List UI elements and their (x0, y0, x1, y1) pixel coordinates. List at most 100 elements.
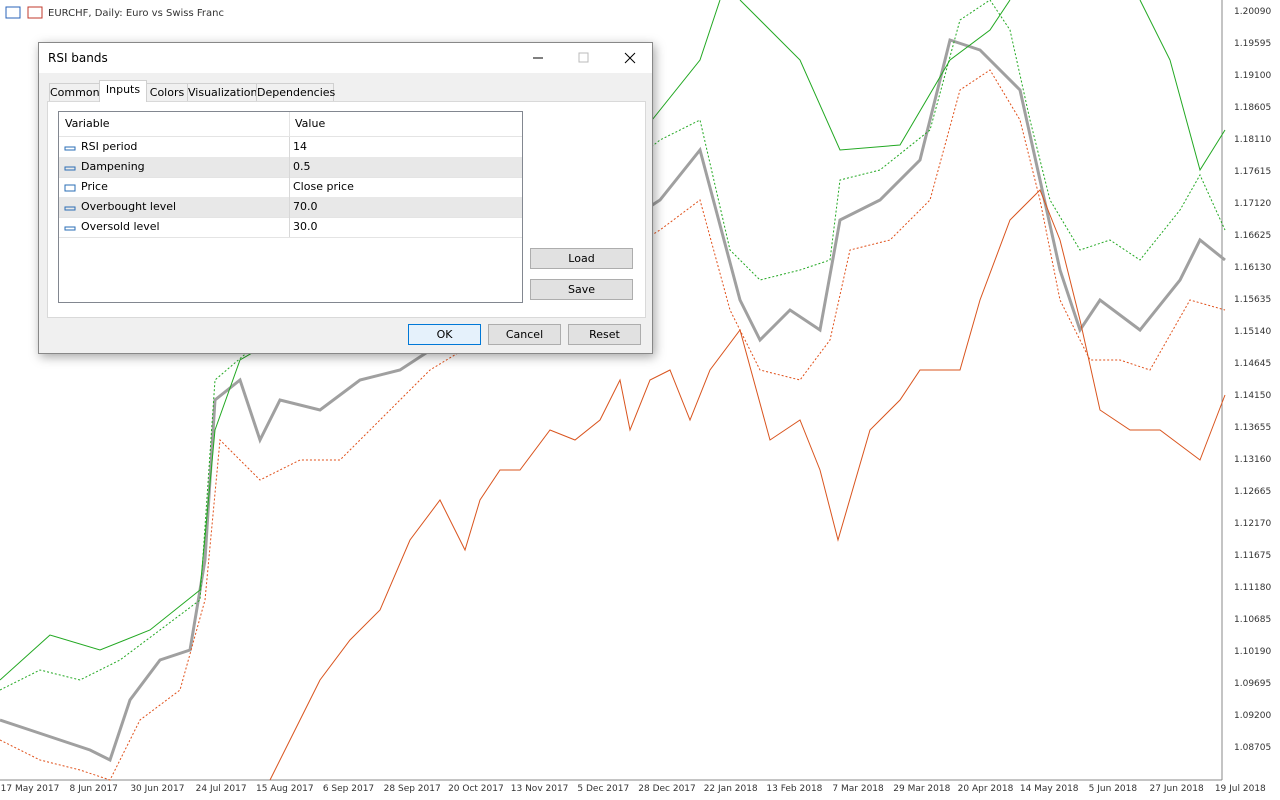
date-label: 5 Jun 2018 (1088, 784, 1138, 794)
close[interactable] (624, 52, 636, 64)
date-label: 19 Jul 2018 (1214, 784, 1266, 794)
price-label: 1.15140 (1234, 327, 1272, 337)
price-label: 1.17120 (1234, 199, 1272, 209)
dialog-title: RSI bands (48, 51, 108, 65)
variable-cell: RSI period (81, 140, 138, 153)
price-label: 1.19595 (1234, 39, 1272, 49)
date-label: 28 Sep 2017 (383, 784, 441, 794)
price-label: 1.09695 (1234, 679, 1272, 689)
variable-cell: Dampening (81, 160, 145, 173)
param-icon (64, 181, 76, 193)
variable-cell: Overbought level (81, 200, 177, 213)
date-label: 6 Sep 2017 (322, 784, 375, 794)
inputs-table: Variable Value RSI period 14 Dampening 0.5 P… (58, 111, 523, 303)
date-label: 28 Dec 2017 (638, 784, 696, 794)
dialog: RSI bands Common Inputs Colors Visualizatio… (38, 42, 653, 354)
date-label: 14 May 2018 (1019, 784, 1079, 794)
button[interactable]: Reset (568, 324, 641, 345)
value-cell[interactable]: 30.0 (293, 220, 318, 233)
window-icon (27, 6, 43, 19)
param-icon (64, 161, 76, 173)
date-label: 13 Nov 2017 (510, 784, 569, 794)
tab[interactable]: Visualization (187, 83, 258, 101)
maximize[interactable] (578, 52, 589, 63)
button[interactable]: Save (530, 279, 633, 300)
price-label: 1.11180 (1234, 583, 1272, 593)
date-label: 20 Oct 2017 (448, 784, 504, 794)
column-separator (289, 137, 290, 157)
table-header: Variable Value (59, 112, 522, 137)
price-label: 1.09200 (1234, 711, 1272, 721)
value-cell[interactable]: 70.0 (293, 200, 318, 213)
title-bar: RSI bands (39, 43, 652, 73)
rsi-upper (0, 0, 721, 681)
date-label: 15 Aug 2017 (255, 784, 314, 794)
price-label: 1.17615 (1234, 167, 1272, 177)
lower-band (0, 69, 1226, 781)
variable-cell: Oversold level (81, 220, 160, 233)
header-cell: Variable (65, 117, 110, 130)
button[interactable]: Load (530, 248, 633, 269)
price-label: 1.12665 (1234, 487, 1272, 497)
date-label: 27 Jun 2018 (1149, 784, 1204, 794)
date-label: 17 May 2017 (0, 784, 60, 794)
date-label: 24 Jul 2017 (195, 784, 247, 794)
rsi-upper (1139, 0, 1226, 172)
date-label: 30 Jun 2017 (130, 784, 185, 794)
price-label: 1.16130 (1234, 263, 1272, 273)
price-label: 1.18110 (1234, 135, 1272, 145)
price-label: 1.10190 (1234, 647, 1272, 657)
variable-cell: Price (81, 180, 108, 193)
candles (0, 38, 1226, 763)
price-label: 1.10685 (1234, 615, 1272, 625)
column-separator (289, 177, 290, 197)
price-label: 1.14645 (1234, 359, 1272, 369)
value-cell[interactable]: 14 (293, 140, 307, 153)
upper-band (0, 0, 1226, 691)
price-label: 1.13655 (1234, 423, 1272, 433)
date-label: 22 Jan 2018 (703, 784, 758, 794)
tab[interactable]: Dependencies (256, 83, 335, 101)
value-cell[interactable]: Close price (293, 180, 354, 193)
date-label: 8 Jun 2017 (69, 784, 118, 794)
price-label: 1.16625 (1234, 231, 1272, 241)
value-cell[interactable]: 0.5 (293, 160, 311, 173)
date-label: 5 Dec 2017 (577, 784, 630, 794)
price-label: 1.18605 (1234, 103, 1272, 113)
date-label: 13 Feb 2018 (766, 784, 823, 794)
tab-panel: Variable Value RSI period 14 Dampening 0.5 P… (47, 101, 646, 318)
rsi-line (269, 189, 1226, 781)
table-row[interactable]: Overbought level 70.0 (59, 197, 522, 218)
button[interactable]: OK (408, 324, 481, 345)
column-separator (289, 157, 290, 177)
header-cell: Value (295, 117, 326, 130)
tab[interactable]: Common (49, 83, 100, 101)
price-label: 1.20090 (1234, 7, 1272, 17)
price-label: 1.15635 (1234, 295, 1272, 305)
table-row[interactable]: Price Close price (59, 177, 522, 198)
tab[interactable]: Colors (145, 83, 189, 101)
button[interactable]: Cancel (488, 324, 561, 345)
tab[interactable]: Inputs (99, 80, 147, 102)
column-separator (289, 217, 290, 237)
param-icon (64, 201, 76, 213)
table-row[interactable]: Dampening 0.5 (59, 157, 522, 178)
price-label: 1.19100 (1234, 71, 1272, 81)
price-label: 1.12170 (1234, 519, 1272, 529)
price-label: 1.14150 (1234, 391, 1272, 401)
price-label: 1.11675 (1234, 551, 1272, 561)
price-label: 1.13160 (1234, 455, 1272, 465)
rsi-upper (739, 0, 1011, 151)
date-label: 29 Mar 2018 (893, 784, 951, 794)
window-controls[interactable] (519, 43, 652, 73)
table-row[interactable]: RSI period 14 (59, 137, 522, 158)
column-separator (289, 197, 290, 217)
param-icon (64, 221, 76, 233)
window-title: EURCHF, Daily: Euro vs Swiss Franc (48, 8, 224, 19)
column-separator (289, 112, 290, 136)
param-icon (64, 141, 76, 153)
window-icon (5, 6, 21, 19)
table-row[interactable]: Oversold level 30.0 (59, 217, 522, 238)
date-label: 7 Mar 2018 (832, 784, 884, 794)
